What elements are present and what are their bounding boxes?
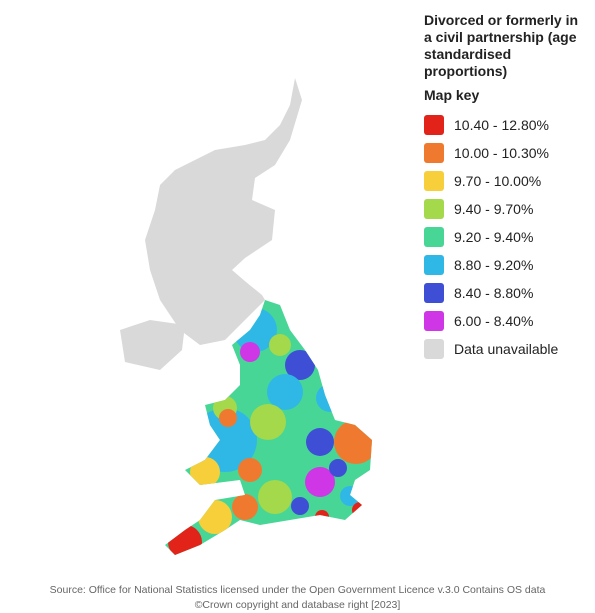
region [269,334,291,356]
region [352,502,368,518]
region [285,350,315,380]
legend-swatch [424,339,444,359]
region [315,510,329,524]
region [240,342,260,362]
region [305,467,335,497]
legend-item: 8.80 - 9.20% [424,251,558,279]
region [232,494,258,520]
region [250,404,286,440]
region [316,384,344,412]
legend-title: Map key [424,87,480,103]
region [168,525,202,555]
region [198,500,232,534]
legend-item: 9.20 - 9.40% [424,223,558,251]
legend-label: 8.40 - 8.80% [454,285,534,301]
region [334,420,372,464]
northern-ireland [120,320,185,370]
legend-label: 10.00 - 10.30% [454,145,549,161]
region [258,480,292,514]
legend-item: Data unavailable [424,335,558,363]
legend-label: 9.20 - 9.40% [454,229,534,245]
legend-label: 9.40 - 9.70% [454,201,534,217]
legend-item: 9.40 - 9.70% [424,195,558,223]
region [306,428,334,456]
legend-item: 9.70 - 10.00% [424,167,558,195]
region [190,457,220,487]
region [267,374,303,410]
region [238,458,262,482]
legend-label: Data unavailable [454,341,559,357]
map [120,78,372,555]
legend-swatch [424,255,444,275]
region [219,409,237,427]
legend: 10.40 - 12.80% 10.00 - 10.30% 9.70 - 10.00… [424,111,558,363]
legend-label: 8.80 - 9.20% [454,257,534,273]
legend-label: 10.40 - 12.80% [454,117,549,133]
legend-swatch [424,283,444,303]
legend-swatch [424,143,444,163]
legend-item: 10.00 - 10.30% [424,139,558,167]
region [291,497,309,515]
scotland [145,78,302,345]
legend-item: 8.40 - 8.80% [424,279,558,307]
legend-swatch [424,115,444,135]
legend-swatch [424,227,444,247]
legend-swatch [424,199,444,219]
legend-label: 9.70 - 10.00% [454,173,542,189]
legend-swatch [424,311,444,331]
source: Source: Office for National Statistics l… [49,584,546,611]
map-title: Divorced or formerly in a civil partners… [424,12,579,79]
legend-swatch [424,171,444,191]
legend-item: 6.00 - 8.40% [424,307,558,335]
legend-label: 6.00 - 8.40% [454,313,534,329]
legend-item: 10.40 - 12.80% [424,111,558,139]
region [329,459,347,477]
